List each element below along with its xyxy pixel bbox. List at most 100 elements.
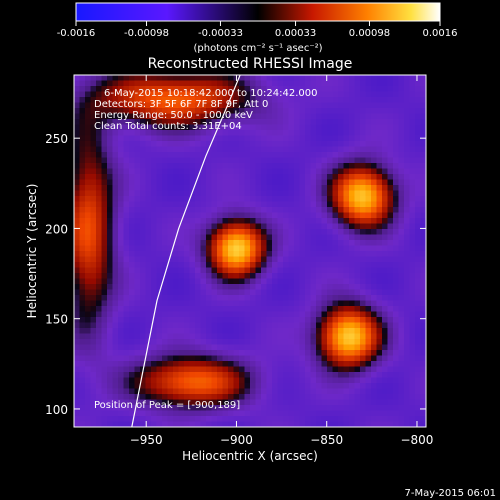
- heatmap-cell: [118, 146, 125, 153]
- heatmap-cell: [365, 366, 372, 373]
- heatmap-cell: [283, 223, 290, 230]
- heatmap-cell: [283, 366, 290, 373]
- heatmap-cell: [277, 366, 284, 373]
- heatmap-cell: [211, 256, 218, 263]
- heatmap-cell: [404, 157, 411, 164]
- heatmap-cell: [371, 185, 378, 192]
- heatmap-cell: [101, 185, 108, 192]
- heatmap-cell: [222, 146, 229, 153]
- heatmap-cell: [167, 190, 174, 197]
- heatmap-cell: [354, 328, 361, 335]
- heatmap-cell: [415, 405, 422, 412]
- heatmap-cell: [354, 141, 361, 148]
- heatmap-cell: [123, 168, 130, 175]
- heatmap-cell: [250, 157, 257, 164]
- heatmap-cell: [250, 273, 257, 280]
- heatmap-cell: [338, 212, 345, 219]
- heatmap-cell: [228, 108, 235, 115]
- heatmap-cell: [206, 163, 213, 170]
- heatmap-cell: [393, 119, 400, 126]
- heatmap-cell: [250, 168, 257, 175]
- heatmap-cell: [365, 135, 372, 142]
- heatmap-cell: [371, 102, 378, 109]
- heatmap-cell: [261, 262, 268, 269]
- heatmap-cell: [156, 223, 163, 230]
- heatmap-cell: [217, 174, 224, 181]
- heatmap-cell: [167, 185, 174, 192]
- heatmap-cell: [129, 355, 136, 362]
- heatmap-cell: [310, 267, 317, 274]
- heatmap-cell: [266, 388, 273, 395]
- heatmap-cell: [206, 157, 213, 164]
- heatmap-cell: [299, 251, 306, 258]
- heatmap-cell: [360, 388, 367, 395]
- heatmap-cell: [178, 234, 185, 241]
- heatmap-cell: [404, 124, 411, 131]
- heatmap-cell: [239, 262, 246, 269]
- heatmap-cell: [123, 399, 130, 406]
- heatmap-cell: [206, 262, 213, 269]
- heatmap-cell: [222, 245, 229, 252]
- heatmap-cell: [200, 383, 207, 390]
- heatmap-cell: [228, 317, 235, 324]
- heatmap-cell: [178, 124, 185, 131]
- heatmap-cell: [299, 146, 306, 153]
- heatmap-cell: [228, 421, 235, 427]
- heatmap-cell: [123, 388, 130, 395]
- heatmap-cell: [156, 284, 163, 291]
- heatmap-cell: [118, 102, 125, 109]
- heatmap-cell: [167, 152, 174, 159]
- heatmap-cell: [228, 273, 235, 280]
- heatmap-cell: [382, 267, 389, 274]
- heatmap-cell: [261, 190, 268, 197]
- heatmap-cell: [288, 141, 295, 148]
- heatmap-cell: [305, 113, 312, 120]
- heatmap-cell: [338, 383, 345, 390]
- heatmap-cell: [409, 262, 416, 269]
- heatmap-cell: [244, 284, 251, 291]
- heatmap-cell: [85, 223, 92, 230]
- heatmap-cell: [134, 405, 141, 412]
- heatmap-cell: [184, 157, 191, 164]
- heatmap-cell: [189, 86, 196, 93]
- heatmap-cell: [211, 174, 218, 181]
- heatmap-cell: [228, 410, 235, 417]
- heatmap-cell: [327, 80, 334, 87]
- heatmap-cell: [250, 355, 257, 362]
- heatmap-cell: [305, 174, 312, 181]
- heatmap-cell: [266, 350, 273, 357]
- heatmap-cell: [327, 185, 334, 192]
- heatmap-cell: [222, 284, 229, 291]
- heatmap-cell: [173, 256, 180, 263]
- annotation-line: Detectors: 3F 5F 6F 7F 8F 9F, Att 0: [94, 99, 268, 110]
- heatmap-cell: [211, 196, 218, 203]
- heatmap-cell: [261, 256, 268, 263]
- heatmap-cell: [162, 273, 169, 280]
- heatmap-cell: [316, 295, 323, 302]
- heatmap-cell: [129, 273, 136, 280]
- heatmap-cell: [211, 223, 218, 230]
- heatmap-cell: [173, 223, 180, 230]
- heatmap-cell: [79, 229, 86, 236]
- heatmap-cell: [376, 295, 383, 302]
- heatmap-cell: [239, 141, 246, 148]
- heatmap-cell: [107, 394, 114, 401]
- annotation-line: 6-May-2015 10:18:42.000 to 10:24:42.000: [104, 88, 317, 99]
- heatmap-cell: [283, 311, 290, 318]
- heatmap-cell: [321, 300, 328, 307]
- heatmap-cell: [360, 240, 367, 247]
- heatmap-cell: [244, 399, 251, 406]
- heatmap-cell: [79, 377, 86, 384]
- heatmap-cell: [404, 399, 411, 406]
- heatmap-cell: [118, 135, 125, 142]
- heatmap-cell: [206, 289, 213, 296]
- heatmap-cell: [206, 207, 213, 214]
- heatmap-cell: [398, 267, 405, 274]
- heatmap-cell: [189, 91, 196, 98]
- heatmap-cell: [283, 273, 290, 280]
- heatmap-cell: [387, 300, 394, 307]
- heatmap-cell: [371, 218, 378, 225]
- heatmap-cell: [162, 355, 169, 362]
- heatmap-cell: [195, 168, 202, 175]
- heatmap-cell: [420, 377, 426, 384]
